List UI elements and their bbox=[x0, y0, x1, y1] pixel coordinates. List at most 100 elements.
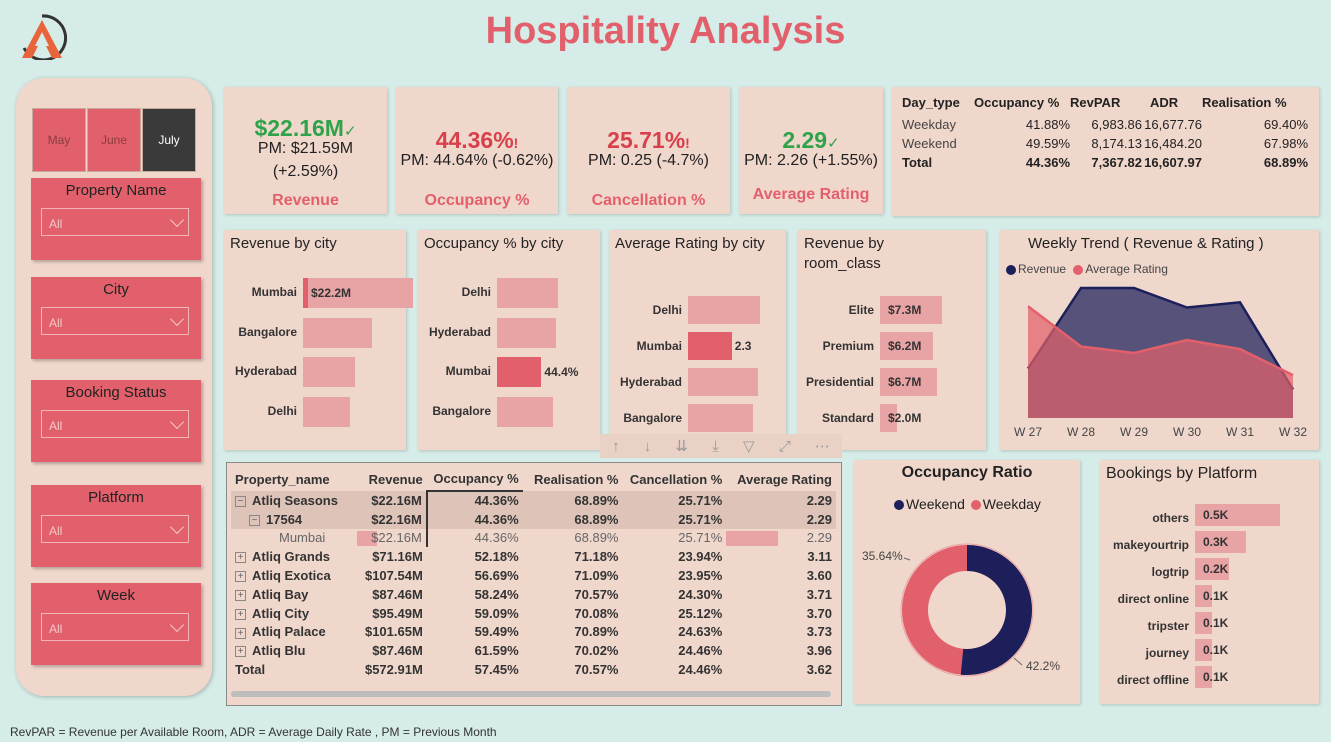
footer-note: RevPAR = Revenue per Available Room, ADR… bbox=[10, 725, 497, 739]
header-cell[interactable]: Revenue bbox=[368, 471, 423, 487]
header-cell[interactable]: Realisation % bbox=[533, 471, 619, 487]
legend-item: Average Rating bbox=[1085, 262, 1168, 276]
bar[interactable] bbox=[880, 368, 937, 396]
matrix-total-row[interactable]: Total $572.91M 57.45% 70.57% 24.46% 3.62 bbox=[231, 660, 836, 679]
arrow-up-icon[interactable]: ↑ bbox=[612, 437, 620, 455]
chart-title: Revenue by room_class bbox=[804, 235, 885, 272]
horizontal-scrollbar[interactable] bbox=[231, 691, 831, 697]
cell-value: $71.16M bbox=[372, 549, 423, 565]
bar[interactable] bbox=[880, 332, 933, 360]
focus-mode-icon[interactable]: ⤢ bbox=[778, 437, 791, 455]
expand-icon[interactable]: + bbox=[235, 552, 246, 564]
data-bar bbox=[726, 530, 779, 546]
slicer-platform: Platform All bbox=[31, 485, 201, 567]
bar[interactable] bbox=[303, 317, 373, 348]
cell-value: 17564 bbox=[266, 511, 303, 527]
cell-value: 58.24% bbox=[474, 586, 519, 602]
collapse-icon[interactable]: − bbox=[249, 514, 260, 526]
expand-icon[interactable]: ⤓ bbox=[712, 437, 719, 455]
cell-value: Atliq Bay bbox=[252, 586, 309, 602]
slicer-booking-status: Booking Status All bbox=[31, 380, 201, 462]
matrix-row[interactable]: + Atliq City $95.49M 59.09% 70.08% 25.12% 3.70 bbox=[231, 604, 836, 623]
month-button-june[interactable]: June bbox=[87, 108, 141, 172]
cell-value: 3.60 bbox=[806, 568, 832, 584]
header-cell: Realisation % bbox=[1202, 94, 1287, 110]
weekly-trend-chart: Weekly Trend ( Revenue & Rating ) Revenu… bbox=[1000, 230, 1319, 450]
slicer-label: Property Name bbox=[65, 182, 167, 199]
booking-status-dropdown[interactable]: All bbox=[41, 410, 189, 438]
expand-icon[interactable]: + bbox=[235, 646, 246, 658]
header-cell[interactable]: Average Rating bbox=[737, 471, 832, 487]
category-label: Premium bbox=[822, 339, 874, 353]
matrix-row[interactable]: + Atliq Grands $71.16M 52.18% 71.18% 23.94% 3.… bbox=[231, 547, 836, 566]
category-label: Bangalore bbox=[432, 403, 491, 418]
expand-icon[interactable]: + bbox=[235, 571, 246, 583]
filter-icon[interactable]: ▽ bbox=[742, 438, 755, 455]
header-cell[interactable]: Property_name bbox=[235, 471, 330, 487]
bar[interactable] bbox=[497, 396, 553, 427]
kpi-value: 2.29✓ bbox=[782, 127, 840, 153]
arrow-down-icon[interactable]: ↓ bbox=[643, 437, 652, 455]
week-dropdown[interactable]: All bbox=[41, 613, 189, 641]
cell-value: Mumbai bbox=[279, 530, 326, 546]
kpi-name: Occupancy % bbox=[424, 192, 530, 209]
kpi-previous-month: PM: 44.64% (-0.62%) bbox=[400, 152, 554, 169]
matrix-row[interactable]: + Atliq Exotica $107.54M 56.69% 71.09% 23.95%… bbox=[231, 566, 836, 585]
more-options-icon[interactable]: ⋯ bbox=[814, 438, 830, 455]
chevron-down-icon bbox=[169, 519, 185, 535]
warning-icon: ! bbox=[513, 135, 519, 151]
bar[interactable] bbox=[497, 317, 556, 348]
platform-dropdown[interactable]: All bbox=[41, 515, 189, 543]
month-button-july[interactable]: July bbox=[142, 108, 196, 172]
bar[interactable] bbox=[688, 404, 753, 432]
double-arrow-down-icon[interactable]: ⇊ bbox=[675, 438, 688, 455]
cell-value: 44.36% bbox=[474, 493, 519, 509]
dropdown-value: All bbox=[49, 217, 63, 231]
cell-value: 2.29 bbox=[806, 530, 832, 546]
matrix-row[interactable]: + Atliq Blu $87.46M 61.59% 70.02% 24.46% 3.96 bbox=[231, 641, 836, 660]
bar[interactable] bbox=[880, 296, 942, 324]
cell-value: 70.89% bbox=[574, 624, 619, 640]
city-dropdown[interactable]: All bbox=[41, 307, 189, 335]
bar[interactable] bbox=[880, 404, 897, 432]
matrix-row[interactable]: + Atliq Bay $87.46M 58.24% 70.57% 24.30% 3.71 bbox=[231, 585, 836, 604]
header-cell-sorted[interactable]: Occupancy % bbox=[426, 467, 523, 492]
bar[interactable] bbox=[1195, 531, 1246, 553]
bar[interactable] bbox=[1195, 612, 1212, 634]
bar[interactable] bbox=[1195, 558, 1229, 580]
bar[interactable] bbox=[303, 396, 351, 427]
cell-value: 59.09% bbox=[474, 605, 519, 621]
bar[interactable] bbox=[688, 368, 758, 396]
bar[interactable] bbox=[1195, 666, 1212, 688]
bar[interactable] bbox=[497, 278, 558, 308]
bar[interactable] bbox=[1195, 639, 1212, 661]
expand-icon[interactable]: + bbox=[235, 608, 246, 620]
month-button-may[interactable]: May bbox=[32, 108, 86, 172]
bar[interactable] bbox=[303, 357, 356, 387]
header-cell: ADR bbox=[1150, 94, 1179, 110]
category-label: Bangalore bbox=[623, 411, 682, 425]
series-line-rating bbox=[1027, 305, 1294, 377]
property-name-dropdown[interactable]: All bbox=[41, 208, 189, 236]
legend-dot-icon bbox=[1006, 264, 1016, 275]
category-label: Hyderabad bbox=[234, 364, 297, 378]
collapse-icon[interactable]: − bbox=[235, 495, 246, 507]
category-label: direct online bbox=[1117, 592, 1189, 606]
matrix-row[interactable]: −17564 $22.16M 44.36% 68.89% 25.71% 2.29 bbox=[231, 509, 836, 529]
matrix-row[interactable]: − Atliq Seasons $22.16M 44.36% 68.89% 25.71% 2… bbox=[231, 491, 836, 510]
expand-icon[interactable]: + bbox=[235, 627, 246, 639]
bar[interactable] bbox=[1195, 585, 1212, 607]
bar[interactable] bbox=[688, 296, 760, 324]
matrix-row[interactable]: + Atliq Palace $101.65M 59.49% 70.89% 24.63% 3… bbox=[231, 623, 836, 642]
bar[interactable] bbox=[303, 278, 413, 308]
bar[interactable] bbox=[497, 357, 542, 387]
expand-icon[interactable]: + bbox=[235, 589, 246, 601]
matrix-row[interactable]: Mumbai $22.16M 44.36% 68.89% 25.71% 2.29 bbox=[231, 528, 836, 548]
bar[interactable] bbox=[1195, 504, 1280, 526]
data-label: 0.2K bbox=[1203, 562, 1229, 576]
bar[interactable] bbox=[688, 332, 732, 360]
legend-item: Revenue bbox=[1018, 262, 1067, 276]
legend-item: Weekend bbox=[906, 496, 965, 512]
header-cell[interactable]: Cancellation % bbox=[629, 471, 723, 487]
category-label: journey bbox=[1145, 646, 1189, 660]
